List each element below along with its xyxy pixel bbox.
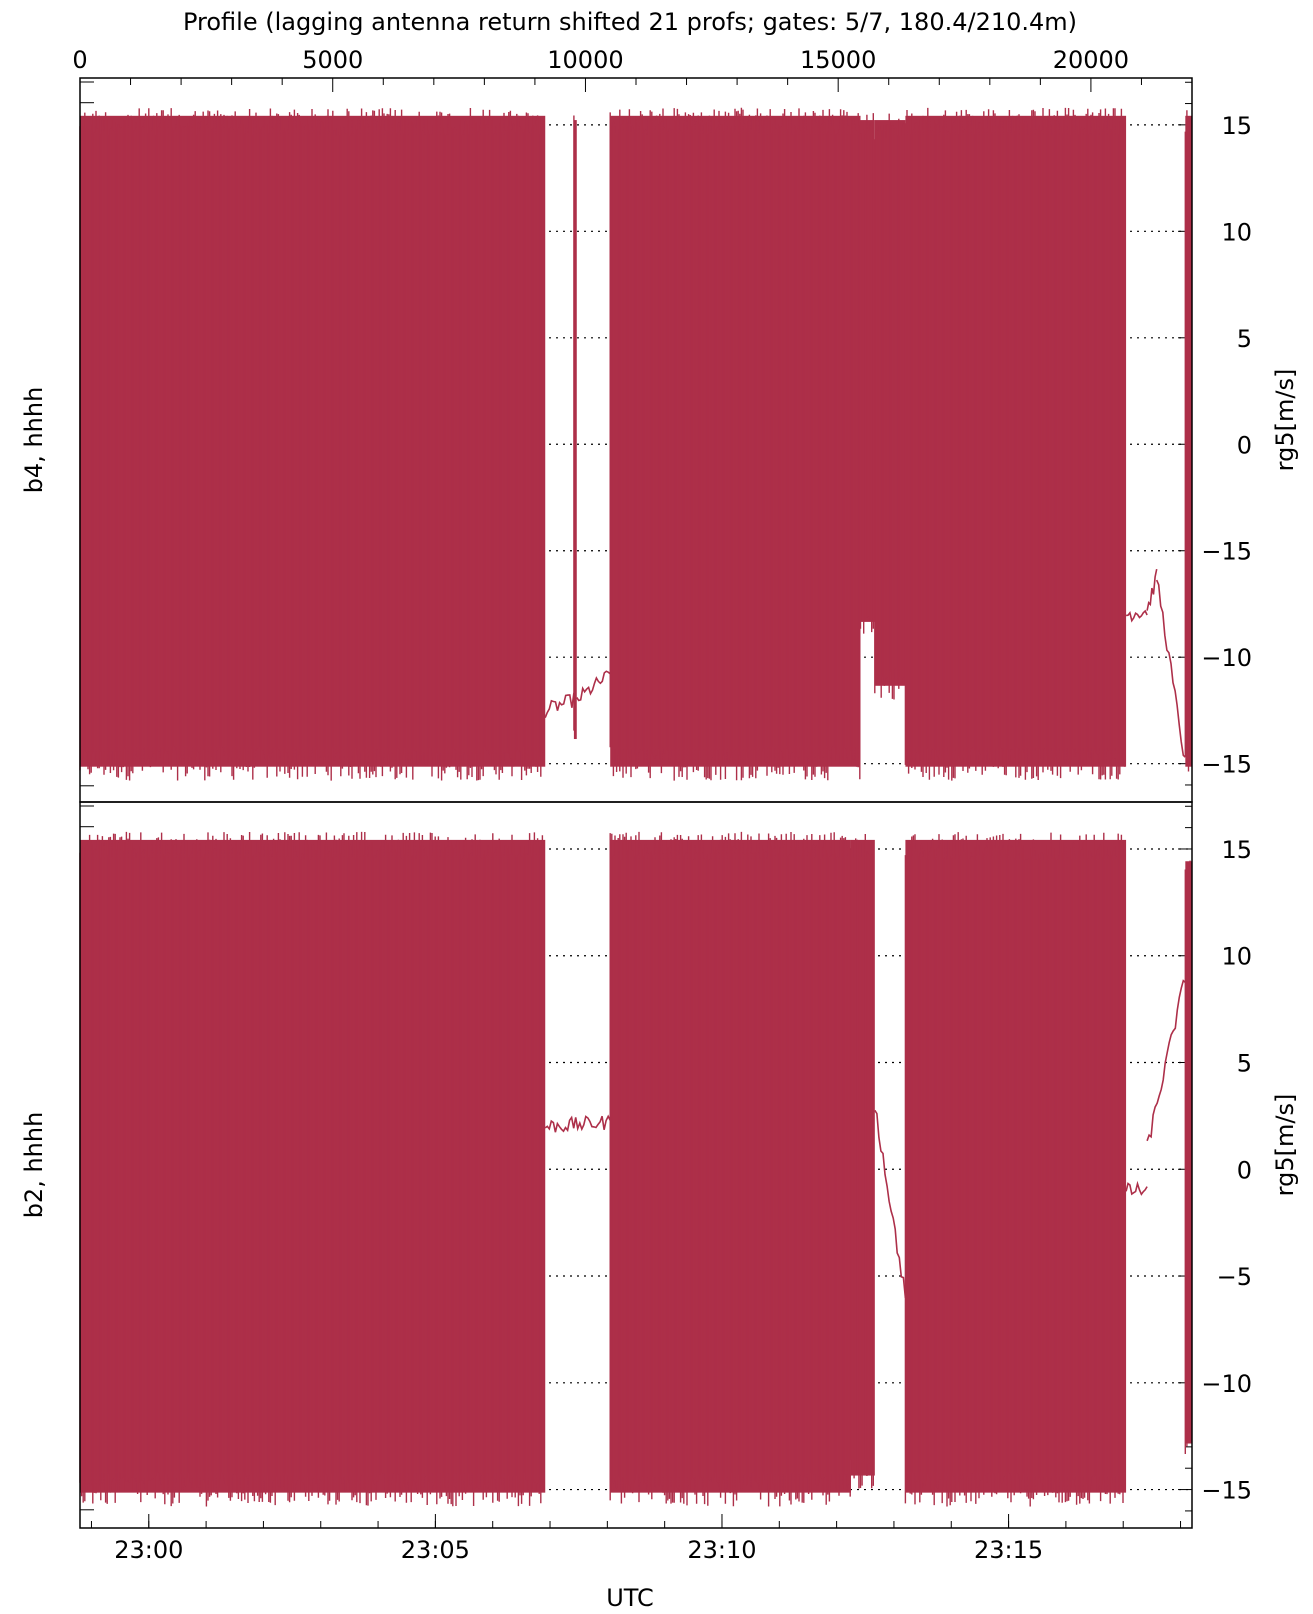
y-axis-label-left: b2, hhhh <box>20 1112 48 1219</box>
data-series-segment <box>874 113 906 700</box>
data-series-segment <box>1125 609 1148 623</box>
data-series-segment <box>859 113 874 634</box>
data-series-segment <box>609 831 851 1507</box>
bottom-axis: 23:00 23:05 23:10 23:15 <box>90 1514 1182 1564</box>
y-tick-label: 10 <box>1221 943 1252 971</box>
y-axis-label-right: rg5[m/s] <box>1271 1094 1299 1197</box>
y-tick-label: −10 <box>1201 1370 1252 1398</box>
data-series-segment <box>904 107 1126 781</box>
x-tick-label: 23:05 <box>401 1536 470 1564</box>
y-tick-label: 0 <box>1237 431 1252 459</box>
y-axis-label-left: b4, hhhh <box>20 387 48 494</box>
top-axis-tick-label: 20000 <box>1053 46 1129 74</box>
y-tick-label: −5 <box>1217 1263 1252 1291</box>
data-series-segment <box>874 1109 907 1299</box>
data-series-segment <box>544 692 575 718</box>
data-series-segment <box>544 1114 611 1133</box>
x-tick-label: 23:00 <box>114 1536 183 1564</box>
x-axis-label: UTC <box>606 1584 654 1612</box>
data-series-segment <box>1184 860 1193 1454</box>
data-series-segment <box>904 832 1126 1507</box>
panel-b2: 15 10 5 0 −5 −10 −15 b2, hhhh rg5[m/s] <box>20 801 1299 1529</box>
top-axis-tick-label: 5000 <box>302 46 363 74</box>
y-tick-label: 15 <box>1221 112 1252 140</box>
panel-frame <box>79 801 1193 1529</box>
y-tick-label: −10 <box>1201 644 1252 672</box>
panel-b4: 15 10 5 0 −15 −10 −15 b4, hhhh rg5[m/s] <box>20 77 1299 803</box>
top-axis: 0 5000 10000 15000 20000 <box>72 46 1142 92</box>
data-series-segment <box>609 107 861 781</box>
top-axis-tick-label: 0 <box>72 46 87 74</box>
top-axis-tick-label: 10000 <box>547 46 623 74</box>
data-series-segment <box>1184 110 1193 772</box>
y-tick-label: 5 <box>1237 1050 1252 1078</box>
y-tick-label: 5 <box>1237 325 1252 353</box>
data-series-segment <box>850 834 874 1489</box>
data-series-segment <box>1155 579 1186 758</box>
x-tick-label: 23:10 <box>687 1536 756 1564</box>
y-tick-label: 10 <box>1221 218 1252 246</box>
y-tick-label: −15 <box>1201 538 1252 566</box>
x-tick-label: 23:15 <box>974 1536 1043 1564</box>
data-series-segment <box>1146 568 1158 611</box>
y-tick-label: 15 <box>1221 836 1252 864</box>
top-axis-tick-label: 15000 <box>800 46 876 74</box>
y-tick-label: −15 <box>1201 751 1252 779</box>
data-series-segment <box>576 670 611 702</box>
data-series-segment <box>1125 1180 1148 1196</box>
chart-title: Profile (lagging antenna return shifted … <box>183 8 1077 36</box>
y-axis-label-right: rg5[m/s] <box>1271 369 1299 472</box>
y-tick-label: −15 <box>1201 1477 1252 1505</box>
data-series-segment <box>573 115 577 731</box>
y-tick-label: 0 <box>1237 1156 1252 1184</box>
data-series-segment <box>1146 979 1186 1142</box>
